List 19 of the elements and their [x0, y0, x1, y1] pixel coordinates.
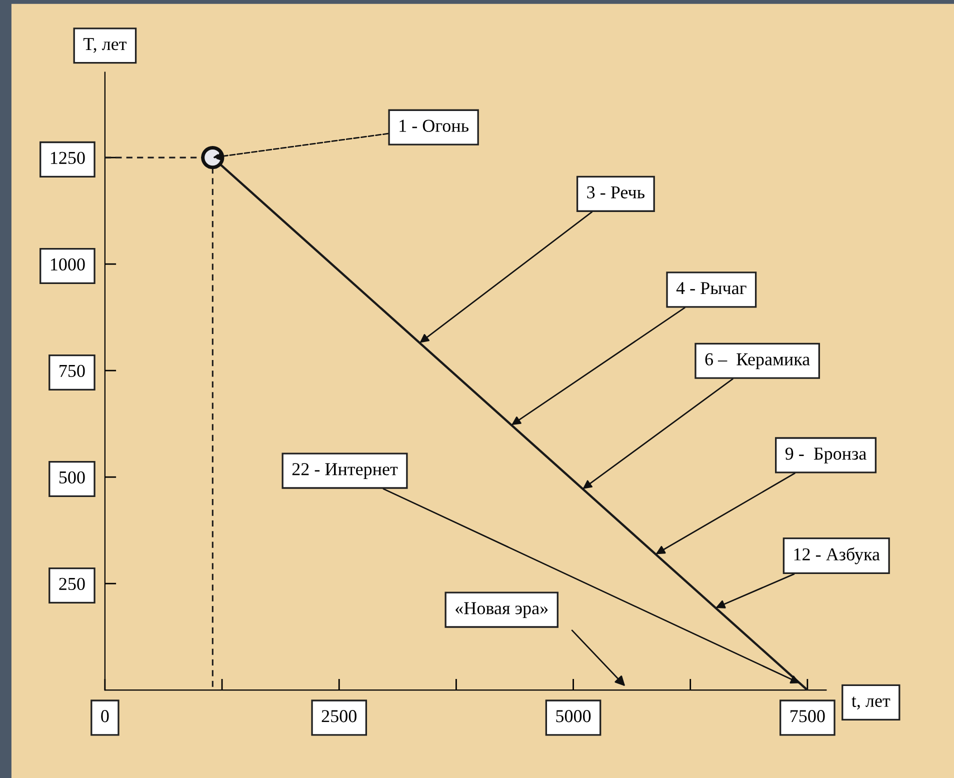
y-tick-label: 1000 — [50, 258, 85, 271]
annotation: 22 - Интернет — [292, 463, 398, 479]
x-tick-label: 7500 — [790, 710, 825, 722]
annotation: 9 - Бронза — [785, 448, 866, 464]
annotation: 12 - Азбука — [794, 547, 880, 564]
x-tick-label: 2500 — [322, 710, 356, 722]
annotation: «Новая эра» — [456, 602, 548, 618]
y-tick-label: 750 — [60, 364, 85, 378]
x-tick-label: 5000 — [556, 710, 591, 722]
x-tick-label: 0 — [101, 710, 109, 722]
y-axis-title: T, лет — [83, 38, 126, 53]
y-tick-label: 1250 — [50, 152, 85, 164]
annotation: 3 - Речь — [587, 186, 645, 198]
x-axis-title: t, лет — [852, 696, 890, 710]
y-tick-label: 250 — [59, 578, 85, 590]
y-tick-label: 500 — [59, 471, 85, 484]
annotation: 1 - Огонь — [400, 120, 469, 132]
annotation: 6 – Керамика — [705, 353, 810, 370]
annotation: 4 - Рычаг — [676, 282, 746, 294]
